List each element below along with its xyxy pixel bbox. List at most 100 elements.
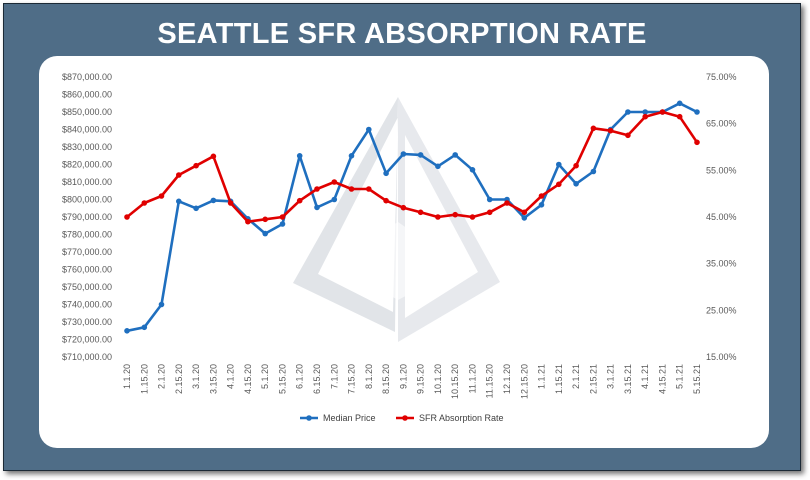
median-price-point	[590, 168, 597, 175]
median-price-point	[521, 215, 528, 221]
sfr-absorption-rate-point	[486, 209, 493, 216]
left-axis-tick-label: $780,000.00	[62, 230, 112, 240]
right-axis-tick-label: 15.00%	[706, 352, 737, 362]
sfr-absorption-rate-point	[417, 209, 424, 216]
right-axis-tick-label: 65.00%	[706, 119, 737, 129]
sfr-absorption-rate-point	[141, 200, 148, 206]
x-axis-tick-label: 5.15.21	[692, 364, 702, 394]
sfr-absorption-rate-point	[435, 214, 441, 220]
x-axis-tick-label: 4.1.20	[226, 364, 236, 389]
median-price-point	[400, 151, 407, 157]
median-price-point	[124, 328, 130, 334]
x-axis: 1.1.20 1.15.20 2.1.20 2.15.20 3.1.20 3.15.20 4…	[122, 364, 702, 399]
median-price-point	[141, 324, 148, 331]
x-axis-tick-label: 8.1.20	[364, 364, 374, 389]
left-axis-tick-label: $800,000.00	[62, 195, 112, 205]
median-price-point	[642, 109, 648, 115]
median-price-point	[469, 167, 476, 173]
x-axis-tick-label: 6.1.20	[295, 364, 305, 389]
left-axis-tick-label: $710,000.00	[62, 352, 112, 362]
x-axis-tick-label: 10.15.20	[450, 364, 460, 399]
median-price-point	[452, 152, 459, 158]
left-axis-tick-label: $770,000.00	[62, 247, 112, 257]
median-price-point	[262, 230, 269, 237]
sfr-absorption-rate-point	[607, 127, 614, 134]
x-axis-tick-label: 9.1.20	[398, 364, 408, 389]
right-axis-tick-label: 45.00%	[706, 212, 737, 222]
right-axis-tick-label: 35.00%	[706, 259, 737, 269]
x-axis-tick-label: 3.1.21	[606, 364, 616, 389]
median-price-point	[296, 153, 303, 159]
x-axis-tick-label: 2.15.21	[588, 364, 598, 394]
right-axis-tick-label: 75.00%	[706, 72, 737, 82]
sfr-absorption-rate-point	[227, 200, 234, 206]
sfr-absorption-rate-point	[694, 139, 700, 146]
x-axis-tick-label: 8.15.20	[381, 364, 391, 394]
sfr-absorption-rate-point	[176, 172, 182, 178]
sfr-absorption-rate-point	[210, 153, 217, 160]
median-price-point	[366, 126, 372, 133]
x-axis-tick-label: 2.15.20	[174, 364, 184, 394]
x-axis-tick-label: 7.1.20	[329, 364, 339, 389]
sfr-absorption-rate-point	[452, 211, 459, 218]
sfr-absorption-rate-line	[126, 110, 699, 223]
median-price-point	[676, 100, 683, 107]
median-price-point	[435, 163, 441, 170]
sfr-absorption-rate-point	[625, 132, 631, 139]
left-axis-tick-label: $720,000.00	[62, 335, 112, 345]
median-price-point	[348, 153, 355, 159]
x-axis-tick-label: 7.15.20	[347, 364, 357, 394]
watermark-logo	[293, 97, 500, 342]
sfr-absorption-rate-point	[469, 214, 476, 220]
watermark-shape-right	[398, 97, 500, 342]
right-axis-tick-label: 55.00%	[706, 165, 737, 175]
median-price-point	[158, 301, 165, 308]
x-axis-tick-label: 4.1.21	[640, 364, 650, 389]
chart-legend: Median Price SFR Absorption Rate	[300, 413, 504, 423]
left-axis-tick-label: $870,000.00	[62, 72, 112, 82]
watermark-shape-inner	[330, 222, 462, 300]
series-layer	[124, 100, 700, 334]
sfr-absorption-rate-point	[642, 113, 648, 120]
sfr-absorption-rate-point	[504, 200, 510, 206]
x-axis-tick-label: 3.15.20	[208, 364, 218, 394]
left-axis-tick-label: $840,000.00	[62, 125, 112, 135]
x-axis-tick-label: 11.1.20	[467, 364, 477, 393]
left-axis-tick-label: $810,000.00	[62, 177, 112, 187]
left-axis-tick-label: $860,000.00	[62, 90, 112, 100]
median-price-point	[573, 181, 579, 187]
sfr-absorption-rate-point	[245, 218, 251, 225]
left-axis-tick-label: $750,000.00	[62, 282, 112, 292]
sfr-absorption-rate-point	[296, 197, 303, 204]
x-axis-tick-label: 11.15.20	[485, 364, 495, 398]
right-axis: 15.00% 25.00% 35.00% 45.00% 55.00% 65.00% 75.0…	[706, 72, 737, 362]
page-title: SEATTLE SFR ABSORPTION RATE	[157, 18, 647, 50]
sfr-absorption-rate-point	[590, 125, 597, 132]
sfr-absorption-rate-point	[331, 179, 338, 185]
left-axis-tick-label: $820,000.00	[62, 160, 112, 170]
sfr-absorption-rate-point	[348, 186, 355, 192]
left-axis-tick-label: $730,000.00	[62, 317, 112, 327]
x-axis-tick-label: 6.15.20	[312, 364, 322, 394]
sfr-absorption-rate-point	[383, 197, 389, 204]
median-price-point	[331, 196, 338, 203]
right-axis-tick-label: 25.00%	[706, 305, 737, 315]
x-axis-tick-label: 4.15.20	[243, 364, 253, 394]
median-price-point	[314, 204, 320, 211]
x-axis-tick-label: 5.1.20	[260, 364, 270, 389]
x-axis-tick-label: 4.15.21	[657, 364, 667, 394]
x-axis-tick-label: 10.1.20	[433, 364, 443, 394]
x-axis-tick-label: 1.1.20	[122, 364, 132, 389]
x-axis-tick-label: 1.15.21	[554, 364, 564, 394]
median-price-point	[193, 205, 199, 212]
median-price-point	[625, 109, 631, 115]
sfr-absorption-rate-point	[262, 216, 269, 223]
sfr-absorption-rate-point	[158, 193, 165, 199]
x-axis-tick-label: 12.1.20	[502, 364, 512, 394]
left-axis-tick-label: $760,000.00	[62, 265, 112, 275]
sfr-absorption-rate-point	[279, 214, 286, 220]
sfr-absorption-rate-point	[659, 109, 666, 115]
sfr-absorption-rate-point	[573, 162, 579, 169]
median-price-point	[176, 198, 182, 205]
sfr-absorption-rate-point	[314, 186, 320, 192]
